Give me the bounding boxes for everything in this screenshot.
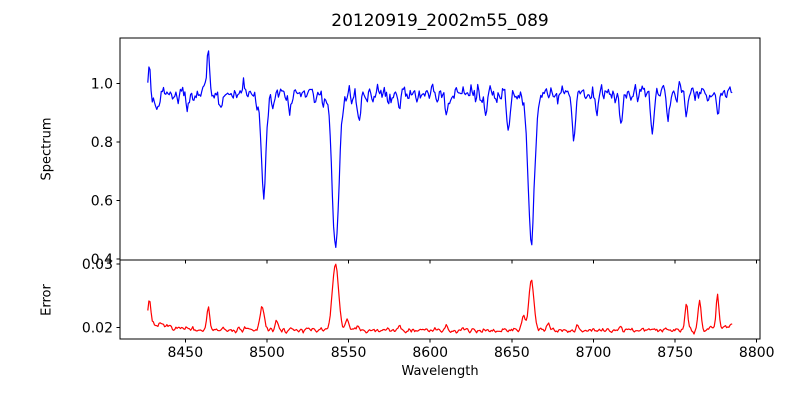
spectrum-y-tick-label: 0.8 (91, 135, 113, 151)
chart-title: 20120919_2002m55_089 (331, 11, 548, 31)
x-tick-label: 8800 (739, 345, 775, 361)
spectrum-y-tick-label: 0.4 (91, 252, 113, 268)
spectrum-y-tick-label: 1.0 (91, 76, 113, 92)
spectrum-y-axis-label: Spectrum (40, 118, 55, 181)
error-line (147, 263, 733, 335)
x-tick-label: 8600 (412, 345, 448, 361)
x-tick-label: 8550 (331, 345, 367, 361)
x-tick-label: 8500 (249, 345, 285, 361)
plot-panels: 0.4 0.6 0.8 1.0 0.02 0.03 8450 8500 8550 8600 8650… (82, 37, 775, 361)
axes-frame-error (119, 259, 761, 340)
spectrum-y-tick-label: 0.6 (91, 194, 113, 210)
x-axis-label: Wavelength (401, 364, 478, 379)
x-tick-label: 8750 (657, 345, 693, 361)
spectrum-line (147, 50, 733, 248)
x-tick-label: 8450 (167, 345, 203, 361)
axes-frame-spectrum (119, 37, 761, 261)
x-tick-label: 8700 (576, 345, 612, 361)
x-tick-label: 8650 (494, 345, 530, 361)
error-y-axis-label: Error (40, 284, 55, 316)
error-y-tick-label: 0.03 (82, 257, 113, 273)
error-y-tick-label: 0.02 (82, 321, 113, 337)
